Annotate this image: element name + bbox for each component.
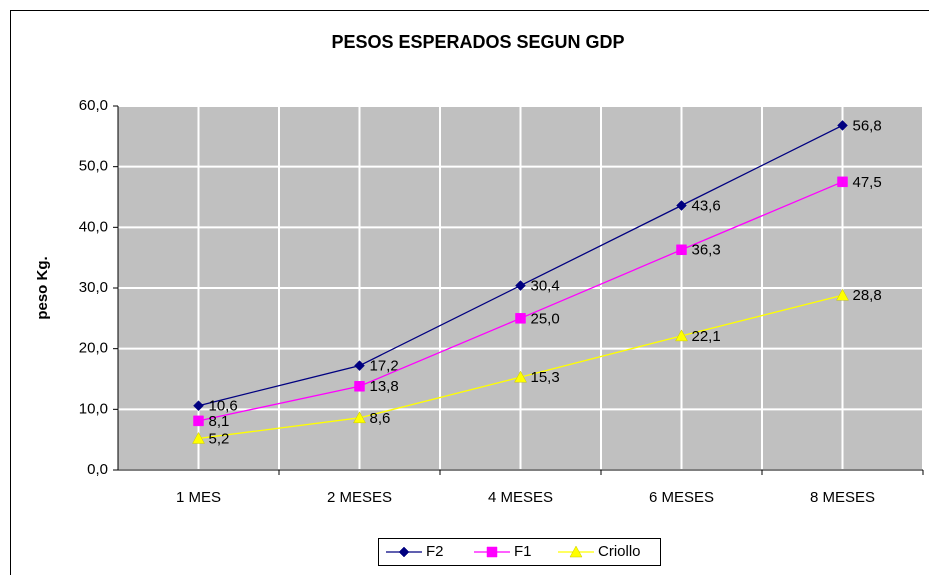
marker bbox=[192, 431, 205, 444]
legend-box bbox=[378, 538, 661, 566]
marker bbox=[514, 370, 527, 383]
data-label: 43,6 bbox=[692, 197, 721, 214]
y-axis-label: peso Kg. bbox=[34, 256, 51, 319]
data-label: 17,2 bbox=[370, 358, 399, 375]
data-label: 25,0 bbox=[531, 310, 560, 327]
data-label: 47,5 bbox=[853, 174, 882, 191]
legend-label: Criollo bbox=[598, 543, 641, 560]
marker bbox=[837, 176, 848, 188]
data-label: 8,1 bbox=[209, 413, 230, 430]
marker bbox=[837, 120, 848, 131]
x-tick-label: 4 MESES bbox=[488, 489, 553, 506]
marker bbox=[353, 411, 366, 424]
x-tick-label: 8 MESES bbox=[810, 489, 875, 506]
data-label: 28,8 bbox=[853, 287, 882, 304]
marker bbox=[676, 244, 687, 256]
x-tick-label: 1 MES bbox=[176, 489, 221, 506]
marker bbox=[515, 280, 526, 291]
y-tick-label: 10,0 bbox=[79, 400, 108, 417]
marker bbox=[676, 200, 687, 211]
data-label: 15,3 bbox=[531, 369, 560, 386]
marker bbox=[675, 329, 688, 342]
data-label: 36,3 bbox=[692, 242, 721, 259]
data-label: 30,4 bbox=[531, 278, 560, 295]
marker bbox=[569, 545, 583, 558]
data-label: 56,8 bbox=[853, 117, 882, 134]
y-tick-label: 40,0 bbox=[79, 218, 108, 235]
marker bbox=[193, 400, 204, 412]
marker bbox=[354, 360, 365, 372]
y-tick-label: 30,0 bbox=[79, 279, 108, 296]
data-label: 8,6 bbox=[370, 410, 391, 427]
data-label: 13,8 bbox=[370, 378, 399, 395]
marker bbox=[486, 546, 498, 558]
x-tick-label: 6 MESES bbox=[649, 489, 714, 506]
marker bbox=[515, 313, 526, 324]
data-label: 5,2 bbox=[209, 430, 230, 447]
legend-label: F1 bbox=[514, 543, 532, 560]
data-label: 10,6 bbox=[209, 398, 238, 415]
marker bbox=[354, 381, 365, 392]
marker bbox=[398, 546, 410, 558]
data-label: 22,1 bbox=[692, 328, 721, 345]
x-tick-label: 2 MESES bbox=[327, 489, 392, 506]
marker bbox=[193, 415, 204, 427]
y-tick-label: 60,0 bbox=[79, 97, 108, 114]
chart-title: PESOS ESPERADOS SEGUN GDP bbox=[331, 32, 624, 52]
legend-label: F2 bbox=[426, 543, 444, 560]
y-tick-label: 50,0 bbox=[79, 158, 108, 175]
y-tick-label: 20,0 bbox=[79, 340, 108, 357]
marker bbox=[836, 288, 849, 301]
y-tick-label: 0,0 bbox=[87, 461, 108, 478]
